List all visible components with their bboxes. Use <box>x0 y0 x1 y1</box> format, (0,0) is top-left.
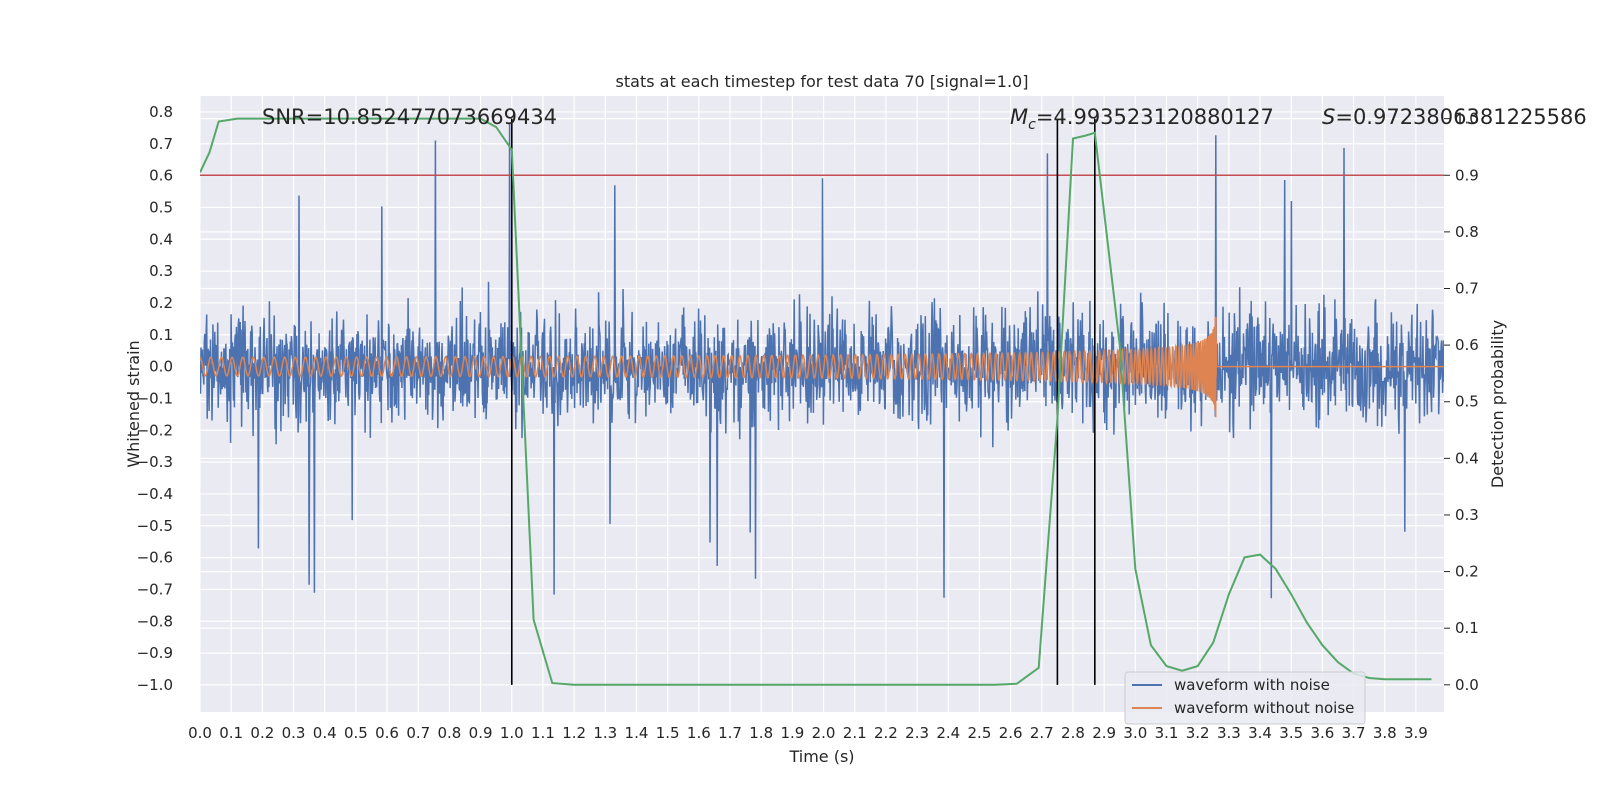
x-tick-label: 0.0 <box>188 724 212 742</box>
score-value: =0.9723806381225586 <box>1335 105 1586 129</box>
x-tick-label: 0.8 <box>437 724 461 742</box>
legend: waveform with noise waveform without noi… <box>1124 671 1366 725</box>
y-tick-label: 0.5 <box>149 198 173 216</box>
x-tick-label: 2.3 <box>905 724 929 742</box>
y2-tick-label: 0.3 <box>1455 506 1479 524</box>
y-tick-label: 0.3 <box>149 262 173 280</box>
y2-tick-label: 0.4 <box>1455 449 1479 467</box>
y2-tick-labels: 1.0 0.9 0.8 0.7 0.6 0.5 0.4 0.3 0.2 0.1 0.0 <box>1444 110 1479 694</box>
x-tick-label: 2.4 <box>936 724 960 742</box>
y-axis-label: Whitened strain <box>124 340 143 467</box>
x-tick-label: 3.7 <box>1342 724 1366 742</box>
chirp-mass-symbol: M <box>1010 105 1028 129</box>
x-tick-label: 3.1 <box>1155 724 1179 742</box>
legend-label-signal: waveform without noise <box>1174 699 1354 717</box>
y2-axis-label: Detection probability <box>1488 320 1507 488</box>
x-tick-label: 3.9 <box>1404 724 1428 742</box>
waveform-without-noise-line <box>200 316 1444 418</box>
x-tick-label: 1.6 <box>687 724 711 742</box>
x-tick-label: 2.8 <box>1061 724 1085 742</box>
y2-tick-label: 0.9 <box>1455 166 1479 184</box>
x-tick-label: 1.5 <box>656 724 680 742</box>
y-tick-label: −0.1 <box>137 389 173 407</box>
x-tick-label: 3.5 <box>1279 724 1303 742</box>
x-tick-label: 3.3 <box>1217 724 1241 742</box>
x-tick-label: 2.1 <box>843 724 867 742</box>
y-tick-label: 0.7 <box>149 135 173 153</box>
y-tick-label: 0.8 <box>149 103 173 121</box>
x-tick-label: 1.2 <box>562 724 586 742</box>
y2-tick-label: 0.1 <box>1455 619 1479 637</box>
x-tick-label: 1.9 <box>780 724 804 742</box>
x-tick-label: 3.6 <box>1310 724 1334 742</box>
y2-tick-label: 1.0 <box>1455 110 1479 128</box>
y-tick-label: −0.3 <box>137 453 173 471</box>
x-tick-label: 1.1 <box>531 724 555 742</box>
y-tick-label: −0.5 <box>137 517 173 535</box>
y-tick-label: −0.7 <box>137 580 173 598</box>
x-tick-label: 2.2 <box>874 724 898 742</box>
x-tick-label: 1.0 <box>500 724 524 742</box>
y-tick-label: 0.2 <box>149 294 173 312</box>
x-tick-label: 1.7 <box>718 724 742 742</box>
score-annotation: S=0.9723806381225586 <box>1322 105 1587 129</box>
y-tick-label: −1.0 <box>137 676 173 694</box>
x-tick-label: 1.8 <box>749 724 773 742</box>
x-tick-label: 0.9 <box>469 724 493 742</box>
y2-tick-label: 0.2 <box>1455 563 1479 581</box>
x-tick-label: 0.3 <box>282 724 306 742</box>
x-axis-label: Time (s) <box>788 747 854 766</box>
y-tick-label: −0.6 <box>137 549 173 567</box>
x-tick-label: 2.6 <box>999 724 1023 742</box>
x-tick-label: 3.8 <box>1373 724 1397 742</box>
y2-tick-label: 0.7 <box>1455 280 1479 298</box>
x-tick-label: 2.7 <box>1030 724 1054 742</box>
waveform-with-noise-line <box>200 122 1444 599</box>
y-tick-label: −0.9 <box>137 644 173 662</box>
x-tick-label: 3.2 <box>1186 724 1210 742</box>
x-tick-label: 2.0 <box>812 724 836 742</box>
y-tick-label: 0.1 <box>149 326 173 344</box>
x-tick-label: 0.7 <box>406 724 430 742</box>
x-tick-label: 2.9 <box>1092 724 1116 742</box>
x-tick-label: 3.0 <box>1123 724 1147 742</box>
y-tick-label: −0.2 <box>137 421 173 439</box>
x-tick-labels: 0.0 0.1 0.2 0.3 0.4 0.5 0.6 0.7 0.8 0.9 1.0 1.1 1.2 1… <box>188 724 1428 742</box>
x-tick-label: 0.5 <box>344 724 368 742</box>
y2-tick-label: 0.0 <box>1455 676 1479 694</box>
y2-tick-label: 0.6 <box>1455 336 1479 354</box>
y2-tick-label: 0.8 <box>1455 223 1479 241</box>
y-tick-label: 0.0 <box>149 358 173 376</box>
x-tick-label: 3.4 <box>1248 724 1272 742</box>
y2-tick-label: 0.5 <box>1455 393 1479 411</box>
legend-label-noise: waveform with noise <box>1174 676 1330 694</box>
x-tick-label: 0.2 <box>250 724 274 742</box>
snr-annotation: SNR=10.852477073669434 <box>262 105 557 129</box>
x-tick-label: 1.4 <box>625 724 649 742</box>
score-symbol: S <box>1322 105 1335 129</box>
x-tick-label: 1.3 <box>593 724 617 742</box>
legend-box <box>1124 671 1366 725</box>
y-tick-labels: 0.8 0.7 0.6 0.5 0.4 0.3 0.2 0.1 0.0 −0.1 −0.2 −0.3 −… <box>137 103 173 694</box>
chirp-mass-annotation: Mc=4.993523120880127 <box>1010 105 1274 133</box>
x-tick-label: 0.4 <box>313 724 337 742</box>
chirp-mass-value: =4.993523120880127 <box>1036 105 1274 129</box>
y-tick-label: 0.4 <box>149 230 173 248</box>
y-tick-label: −0.8 <box>137 612 173 630</box>
x-tick-label: 0.1 <box>219 724 243 742</box>
detection-probability-line <box>200 117 1432 686</box>
y-tick-label: 0.6 <box>149 167 173 185</box>
x-tick-label: 0.6 <box>375 724 399 742</box>
chart-title: stats at each timestep for test data 70 … <box>616 72 1029 91</box>
y-tick-label: −0.4 <box>137 485 173 503</box>
x-tick-label: 2.5 <box>968 724 992 742</box>
chirp-mass-subscript: c <box>1028 117 1036 133</box>
